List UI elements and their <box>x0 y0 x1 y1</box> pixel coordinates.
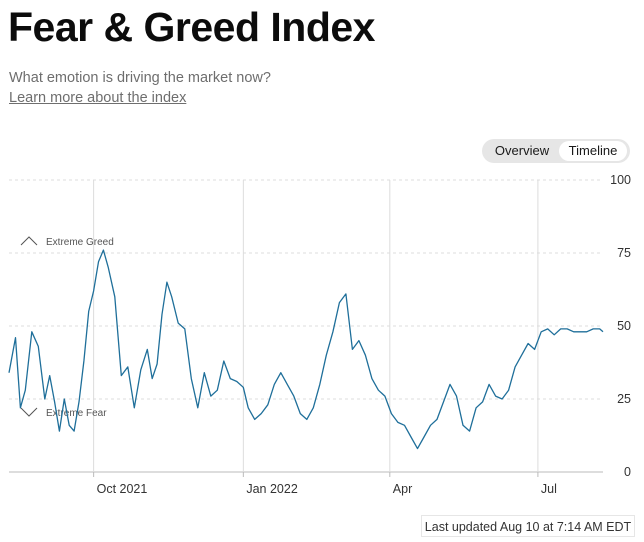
last-updated-note: Last updated Aug 10 at 7:14 AM EDT <box>421 515 635 537</box>
page-title: Fear & Greed Index <box>8 4 375 50</box>
y-tick-label: 25 <box>617 392 631 406</box>
x-axis-ticks: Oct 2021 Jan 2022 Apr Jul <box>97 482 557 496</box>
chart-series <box>8 249 604 450</box>
chart-grid <box>9 179 603 477</box>
chevron-up-icon <box>20 236 38 246</box>
subtitle: What emotion is driving the market now? <box>9 70 271 86</box>
series-line-0 <box>8 249 604 450</box>
y-tick-label: 75 <box>617 246 631 260</box>
chevron-down-icon <box>20 407 38 417</box>
y-tick-label: 100 <box>610 173 631 187</box>
overview-toggle-button[interactable]: Overview <box>494 143 550 158</box>
y-tick-label: 50 <box>617 319 631 333</box>
x-tick-label: Jul <box>541 482 557 496</box>
view-toggle: Overview Timeline <box>482 139 630 163</box>
learn-more-link[interactable]: Learn more about the index <box>9 90 187 106</box>
x-tick-label: Oct 2021 <box>97 482 148 496</box>
y-axis-ticks: 0 25 50 75 100 <box>610 173 631 479</box>
timeline-toggle-button[interactable]: Timeline <box>559 141 627 161</box>
y-tick-label: 0 <box>624 465 631 479</box>
zone-label: Extreme Greed <box>46 237 114 248</box>
x-tick-label: Jan 2022 <box>246 482 297 496</box>
x-tick-label: Apr <box>393 482 412 496</box>
